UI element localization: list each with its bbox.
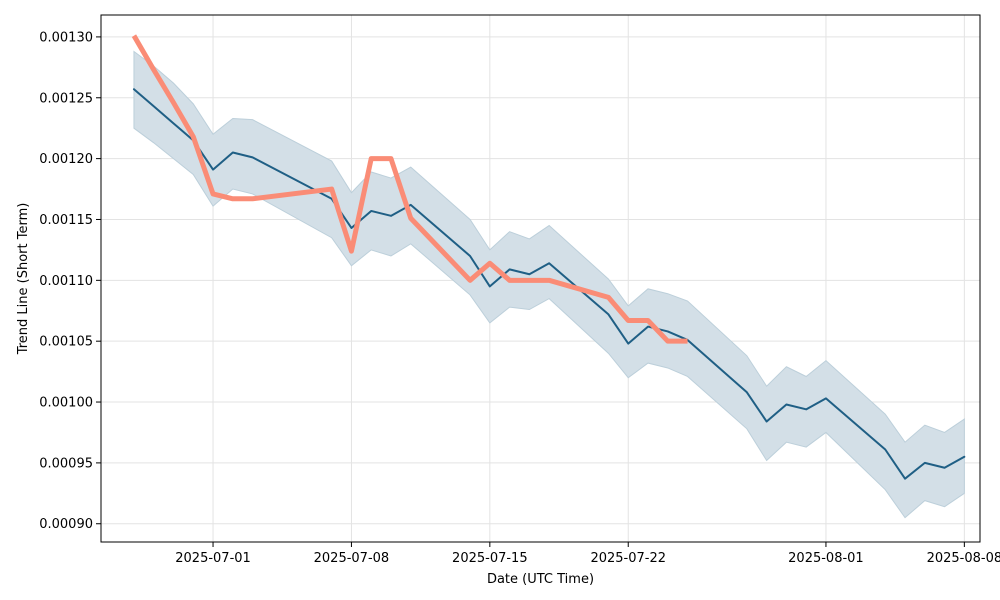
plot-frame (100, 14, 981, 543)
actual-line (131, 34, 688, 344)
y-tick-label: 0.00120 (39, 152, 93, 167)
trend-line (132, 88, 966, 480)
y-tick-label: 0.00095 (39, 456, 93, 471)
x-tick-label: 2025-08-01 (788, 551, 864, 566)
x-tick-label: 2025-08-08 (927, 551, 1000, 566)
x-tick-label: 2025-07-01 (175, 551, 251, 566)
y-tick-label: 0.00130 (39, 30, 93, 45)
x-tick-label: 2025-07-08 (314, 551, 390, 566)
y-tick-label: 0.00110 (39, 274, 93, 289)
y-tick-label: 0.00115 (39, 213, 93, 228)
y-axis-label: Trend Line (Short Term) (16, 203, 31, 356)
y-tick-label: 0.00105 (39, 335, 93, 350)
x-axis-label: Date (UTC Time) (487, 572, 594, 587)
x-tick-label: 2025-07-22 (590, 551, 666, 566)
y-tick-label: 0.00100 (39, 396, 93, 411)
series-layer (131, 34, 966, 519)
grid (101, 15, 980, 542)
y-tick-label: 0.00090 (39, 517, 93, 532)
confidence-band (133, 50, 965, 519)
y-tick-label: 0.00125 (39, 91, 93, 106)
axes: 0.00090 0.00095 0.00100 0.00105 0.00110 0.001… (39, 30, 1000, 566)
x-tick-label: 2025-07-15 (452, 551, 528, 566)
